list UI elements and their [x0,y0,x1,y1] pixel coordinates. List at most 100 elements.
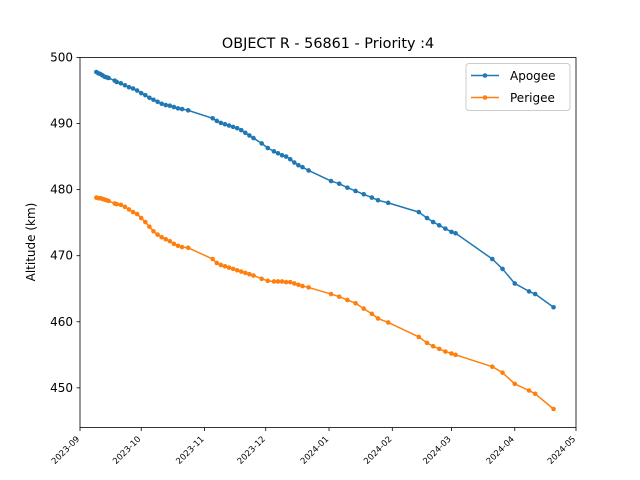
data-point-apogee [118,80,124,86]
data-point-perigee [512,381,518,387]
legend: Apogee Perigee [465,63,571,111]
data-point-perigee [551,406,556,412]
data-point-perigee [243,270,248,276]
data-point-apogee [532,291,538,297]
y-tick-label: 500 [50,51,73,65]
data-point-apogee [443,226,448,231]
chart-title: OBJECT R - 56861 - Priority :4 [222,36,434,52]
data-point-perigee [424,340,430,346]
data-point-apogee [353,188,358,194]
data-point-perigee [247,271,252,277]
series-perigee [94,195,556,412]
data-point-apogee [436,223,442,228]
data-point-perigee [283,279,289,285]
data-point-apogee [210,115,215,121]
data-point-perigee [238,269,244,274]
data-point-perigee [526,388,532,393]
data-point-apogee [283,154,289,159]
legend-marker-apogee [482,73,488,78]
data-point-apogee [122,82,128,88]
data-point-perigee [134,211,140,217]
data-point-apogee [214,118,220,124]
y-tick-label: 460 [50,315,73,329]
data-point-perigee [328,291,334,297]
data-point-perigee [210,256,215,262]
data-point-apogee [226,123,232,128]
data-point-apogee [155,99,160,105]
data-point-apogee [369,195,375,200]
data-point-perigee [226,265,232,270]
data-point-perigee [185,245,191,251]
data-point-perigee [416,334,422,340]
data-point-apogee [526,289,532,294]
data-point-apogee [490,256,495,262]
data-point-apogee [512,281,518,286]
y-tick-label: 480 [50,183,73,197]
data-point-perigee [500,370,505,375]
data-point-apogee [328,178,334,184]
data-point-perigee [159,234,164,240]
y-tick-label: 470 [50,249,73,263]
data-point-apogee [271,149,277,154]
data-point-apogee [114,79,120,85]
data-point-perigee [218,262,224,268]
data-point-perigee [106,198,111,204]
data-point-perigee [138,215,144,221]
data-point-perigee [147,224,152,229]
data-point-apogee [126,84,132,90]
data-point-apogee [296,162,301,168]
data-point-apogee [230,124,236,130]
data-point-apogee [292,160,297,165]
data-point-perigee [130,209,136,215]
data-point-perigee [214,260,220,266]
data-point-apogee [171,104,177,110]
data-point-perigee [275,279,281,284]
data-point-apogee [300,164,305,170]
data-point-apogee [306,168,311,173]
data-point-apogee [167,103,173,109]
data-point-perigee [167,238,173,244]
data-point-perigee [171,241,177,247]
data-point-apogee [159,101,164,107]
data-point-apogee [179,106,185,112]
data-point-apogee [500,266,505,272]
data-point-apogee [175,106,181,111]
data-point-perigee [118,202,124,208]
data-point-perigee [436,346,442,352]
legend-marker-perigee [482,95,488,100]
data-point-apogee [147,95,152,101]
data-point-perigee [122,204,128,210]
data-point-apogee [143,92,148,98]
data-point-apogee [279,152,285,158]
data-point-perigee [234,267,240,273]
data-point-perigee [114,201,120,207]
data-point-perigee [251,273,256,278]
y-tick-label: 450 [50,381,73,395]
y-axis-label: Altitude (km) [24,203,38,282]
data-point-perigee [375,316,381,321]
data-point-apogee [449,229,454,235]
data-point-apogee [287,156,293,162]
data-point-perigee [279,279,285,284]
data-point-perigee [222,263,228,269]
data-point-apogee [275,151,281,156]
data-point-apogee [251,135,256,141]
data-point-apogee [218,120,224,126]
data-point-perigee [175,243,181,249]
data-point-perigee [345,297,350,303]
data-point-apogee [222,121,228,127]
data-point-perigee [230,266,236,272]
data-point-perigee [443,349,448,354]
data-point-perigee [259,276,264,282]
data-point-perigee [306,285,311,290]
legend-label-apogee: Apogee [510,69,556,83]
data-point-perigee [532,391,538,397]
data-point-apogee [430,219,436,225]
data-point-perigee [336,294,342,299]
data-point-perigee [271,279,277,284]
data-point-apogee [243,130,248,136]
plot-frame [79,57,577,428]
data-point-perigee [179,244,185,250]
data-point-apogee [345,185,350,190]
